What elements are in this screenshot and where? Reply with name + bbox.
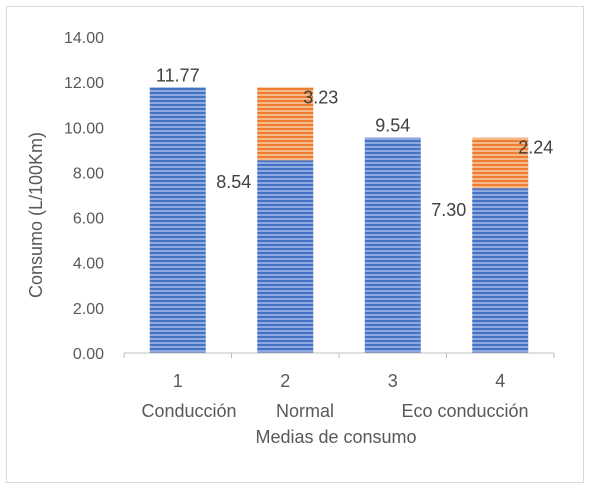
y-tick-label: 6.00 — [73, 211, 104, 228]
y-axis-title: Consumo (L/100Km) — [26, 132, 46, 298]
category-sublabel-normal: Normal — [276, 401, 334, 421]
x-tick-label: 3 — [388, 371, 398, 391]
data-label-series-1: 9.54 — [375, 116, 410, 136]
x-tick-label: 1 — [173, 371, 183, 391]
x-tick-label: 2 — [280, 371, 290, 391]
y-tick-label: 4.00 — [73, 256, 104, 273]
data-label-series-2: 2.24 — [518, 138, 553, 158]
data-label-series-2: 3.23 — [303, 87, 338, 107]
bars-group — [149, 87, 529, 353]
data-label-series-1: 8.54 — [216, 172, 251, 192]
bar-series-1-cat-2 — [257, 160, 314, 353]
y-tick-label: 10.00 — [64, 120, 104, 137]
y-axis: 0.00 2.00 4.00 6.00 8.00 10.00 12.00 14.00 — [64, 30, 104, 363]
category-sublabel-conduccion: Conducción — [141, 401, 236, 421]
bar-series-1-cat-1 — [149, 87, 206, 353]
y-tick-label: 2.00 — [73, 301, 104, 318]
data-label-series-1: 7.30 — [431, 200, 466, 220]
x-axis-title: Medias de consumo — [255, 427, 416, 447]
x-tick-label: 4 — [495, 371, 505, 391]
bar-series-1-cat-3 — [364, 137, 421, 353]
category-sublabel-eco-conduccion: Eco conducción — [401, 401, 528, 421]
y-tick-label: 12.00 — [64, 75, 104, 92]
y-tick-label: 14.00 — [64, 30, 104, 47]
bar-series-1-cat-4 — [472, 188, 529, 353]
data-labels-group: 11.77 8.54 3.23 9.54 7.30 2.24 — [156, 65, 553, 220]
y-tick-label: 0.00 — [73, 346, 104, 363]
bar-series-2-cat-2 — [257, 87, 314, 161]
data-label-series-1: 11.77 — [156, 65, 200, 85]
x-axis: 1 2 3 4 — [123, 352, 555, 391]
bar-series-2-cat-4 — [472, 137, 529, 189]
y-tick-label: 8.00 — [73, 165, 104, 182]
